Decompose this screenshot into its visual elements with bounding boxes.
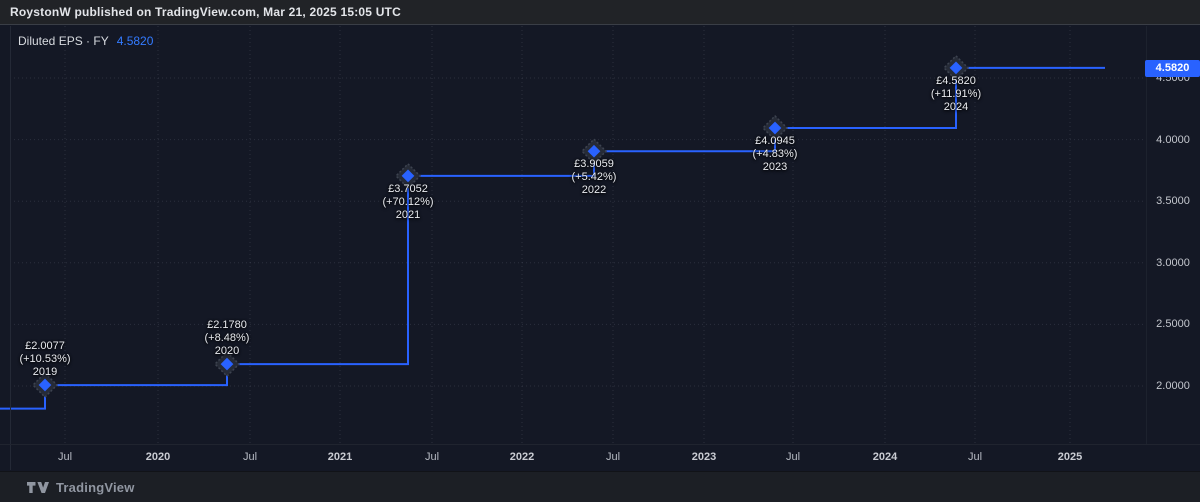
price-tick-label: 4.0000 (1156, 133, 1190, 146)
time-tick-label: Jul (967, 451, 983, 463)
time-tick-label: 2025 (1057, 451, 1083, 463)
time-tick-label: Jul (57, 451, 73, 463)
price-axis[interactable]: 4.5000 4.0000 3.5000 3.0000 2.5000 2.0000 4.5… (1145, 26, 1200, 470)
time-tick-label: 2022 (509, 451, 535, 463)
time-axis[interactable]: Jul 2020 Jul 2021 Jul 2022 Jul 2023 Jul 2024 Jul 20… (0, 444, 1200, 470)
legend-title: Diluted EPS · FY (18, 34, 109, 48)
time-tick-label: Jul (785, 451, 801, 463)
pane-left-border (10, 26, 11, 470)
series-marker (401, 169, 415, 183)
series-marker (38, 378, 52, 392)
footer-bar: TradingView (0, 471, 1200, 502)
eps-step-line (0, 66, 1105, 410)
time-tick-label: Jul (242, 451, 258, 463)
publish-header: RoystonW published on TradingView.com, M… (0, 0, 1200, 25)
price-tick-label: 2.0000 (1156, 380, 1190, 392)
price-tick-label: 3.0000 (1156, 256, 1190, 269)
legend-value: 4.5820 (116, 34, 154, 48)
price-tick-label: 2.5000 (1156, 318, 1190, 331)
time-tick-label: Jul (424, 451, 440, 463)
last-price-badge: 4.5820 (1145, 59, 1200, 77)
time-tick-label: 2021 (327, 451, 353, 463)
time-tick-label: 2020 (145, 451, 171, 463)
chart-pane[interactable] (10, 26, 1146, 444)
time-tick-label: Jul (605, 451, 621, 463)
time-tick-label: 2023 (691, 451, 717, 463)
tradingview-brand[interactable]: TradingView (56, 479, 135, 495)
publish-info-text: RoystonW published on TradingView.com, M… (10, 5, 401, 19)
series-marker (220, 357, 234, 371)
pane-right-border (1146, 26, 1147, 444)
legend: Diluted EPS · FY 4.5820 (18, 34, 153, 48)
price-tick-label: 3.5000 (1156, 195, 1190, 208)
time-tick-label: 2024 (872, 451, 898, 463)
tradingview-logo-icon[interactable] (27, 481, 49, 494)
